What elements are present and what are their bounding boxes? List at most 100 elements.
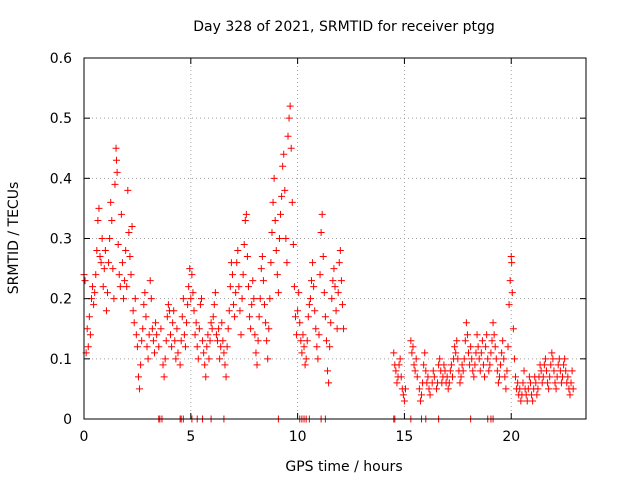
data-point	[265, 325, 273, 333]
data-point	[112, 144, 120, 152]
data-point	[184, 301, 192, 309]
data-point	[287, 144, 295, 152]
data-point	[337, 277, 345, 285]
data-point	[508, 289, 516, 297]
data-point	[168, 343, 176, 351]
data-point	[162, 337, 170, 345]
data-point	[295, 289, 303, 297]
tick-labels: 0 5 10 15 20 0 0.1 0.2 0.3 0.4 0.5 0.6	[50, 51, 520, 445]
data-point	[331, 283, 339, 291]
data-point	[244, 283, 252, 291]
data-point	[122, 247, 130, 255]
data-point	[268, 228, 276, 236]
data-point	[335, 259, 343, 267]
data-point	[444, 385, 452, 393]
data-point	[460, 355, 468, 363]
data-point	[226, 283, 234, 291]
data-point	[92, 271, 100, 279]
data-point	[473, 331, 481, 339]
data-point	[153, 331, 161, 339]
x-tick-label: 5	[186, 429, 195, 445]
data-point	[256, 295, 264, 303]
data-point	[164, 301, 172, 309]
data-point	[334, 289, 342, 297]
data-point	[291, 313, 299, 321]
data-point	[332, 307, 340, 315]
data-point	[422, 367, 430, 375]
data-point	[488, 337, 496, 345]
data-point	[259, 277, 267, 285]
data-point	[211, 289, 219, 297]
data-point	[420, 361, 428, 369]
data-point	[269, 198, 277, 206]
data-point	[191, 331, 199, 339]
data-point	[84, 343, 92, 351]
data-point	[140, 301, 148, 309]
data-point	[215, 325, 223, 333]
data-point	[407, 337, 415, 345]
data-point	[520, 367, 528, 375]
data-point	[177, 337, 185, 345]
data-point	[123, 283, 131, 291]
data-point	[290, 283, 298, 291]
data-point	[117, 210, 125, 218]
data-point	[462, 319, 470, 327]
data-point	[529, 397, 537, 405]
data-point	[486, 361, 494, 369]
data-point	[234, 247, 242, 255]
data-point	[447, 361, 455, 369]
data-point	[426, 391, 434, 399]
data-point	[304, 313, 312, 321]
data-point	[326, 343, 334, 351]
data-point	[333, 325, 341, 333]
data-point	[219, 337, 227, 345]
data-point	[109, 265, 117, 273]
data-point	[569, 385, 577, 393]
y-tick-label: 0.4	[50, 171, 72, 187]
data-point	[502, 385, 510, 393]
y-axis-label: SRMTID / TECUs	[6, 182, 22, 295]
data-point	[155, 343, 163, 351]
data-point	[181, 343, 189, 351]
data-point	[508, 259, 516, 267]
data-point	[275, 235, 283, 242]
data-point	[172, 355, 180, 363]
data-point	[141, 289, 149, 297]
data-point	[100, 265, 108, 273]
data-point	[541, 355, 549, 363]
data-point	[216, 355, 224, 363]
data-point	[190, 307, 198, 315]
data-point	[208, 325, 216, 333]
data-point	[222, 373, 230, 381]
data-point	[477, 349, 485, 357]
data-point	[230, 301, 238, 309]
data-point	[312, 325, 320, 333]
data-point	[483, 331, 491, 339]
data-point	[452, 349, 460, 357]
data-point	[94, 216, 102, 224]
data-point	[237, 331, 245, 339]
data-point	[309, 259, 317, 267]
data-point	[409, 343, 417, 351]
data-point	[454, 355, 462, 363]
data-point	[468, 355, 476, 363]
data-point	[143, 343, 151, 351]
data-point	[286, 102, 294, 110]
data-point	[510, 355, 518, 363]
data-point	[429, 367, 437, 375]
data-point	[469, 367, 477, 375]
data-point	[241, 216, 249, 224]
data-point	[497, 361, 505, 369]
data-point	[298, 349, 306, 357]
data-point	[139, 325, 147, 333]
data-point	[501, 373, 509, 381]
data-point	[107, 198, 115, 206]
data-point	[539, 373, 547, 381]
data-point	[209, 313, 217, 321]
data-point	[270, 174, 278, 182]
data-point	[549, 355, 557, 363]
data-point	[297, 337, 305, 345]
data-point	[85, 313, 93, 321]
data-point	[179, 295, 187, 303]
